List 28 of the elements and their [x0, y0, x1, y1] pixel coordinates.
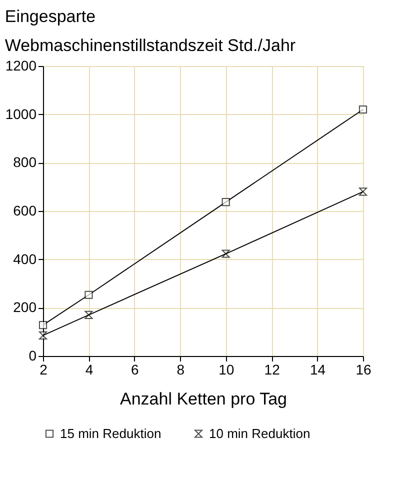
point — [84, 310, 93, 319]
y-tick-label: 600 — [13, 202, 37, 218]
y-tick-label: 400 — [13, 250, 37, 267]
point — [222, 198, 230, 206]
chart-subtitle: Webmaschinenstillstandszeit Std./Jahr — [4, 36, 296, 55]
y-tick-label: 1000 — [5, 106, 37, 122]
x-tick-label: 2 — [40, 362, 48, 378]
y-tick-label: 800 — [13, 154, 37, 170]
y-tick-label: 0 — [28, 348, 37, 364]
x-tick-label: 6 — [131, 362, 140, 378]
y-tick-label: 200 — [13, 299, 37, 316]
y-tick-label: 1200 — [5, 58, 37, 74]
legend-label: 15 min Reduktion — [60, 426, 162, 441]
x-tick-label: 12 — [264, 362, 280, 378]
x-axis-title: Anzahl Ketten pro Tag — [120, 390, 287, 408]
point — [38, 321, 48, 330]
point — [222, 250, 230, 258]
x-tick-label: 10 — [218, 362, 234, 378]
point — [84, 290, 93, 299]
point — [358, 188, 368, 196]
x-tick-label: 14 — [310, 362, 326, 378]
legend-label: 10 min Reduktion — [209, 426, 310, 441]
x-tick-label: 4 — [85, 362, 94, 378]
point — [358, 105, 368, 114]
x-tick-label: 16 — [356, 362, 372, 378]
chart-title: Eingesparte — [4, 7, 96, 26]
point — [38, 331, 48, 340]
x-tick-label: 8 — [176, 362, 185, 378]
